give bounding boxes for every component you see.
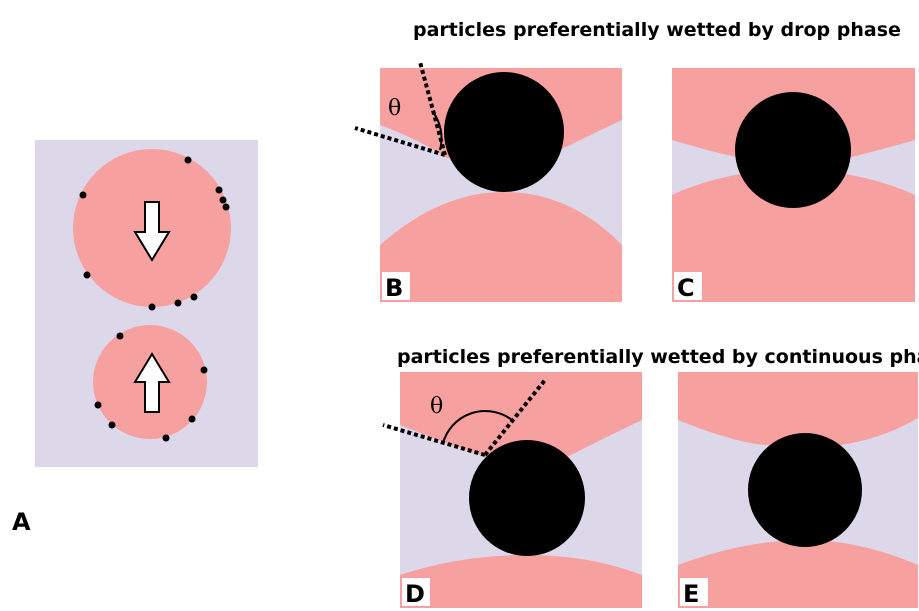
caption: particles preferentially wetted by drop … xyxy=(413,19,901,41)
caption: particles preferentially wetted by conti… xyxy=(397,346,919,368)
panel-label: B xyxy=(385,274,403,302)
arrow-up xyxy=(133,352,171,413)
particle xyxy=(469,440,585,556)
panel-label: A xyxy=(12,508,31,536)
theta: θ xyxy=(430,394,443,419)
panel-label: E xyxy=(683,580,699,608)
panel-c xyxy=(672,68,915,302)
particle xyxy=(748,433,862,547)
arrow-down xyxy=(133,201,171,262)
angle-arc xyxy=(442,410,513,444)
panel-label: D xyxy=(405,580,425,608)
panel-label: C xyxy=(677,274,695,302)
panel-b xyxy=(380,68,622,302)
theta: θ xyxy=(388,96,401,121)
particle xyxy=(735,92,851,208)
panel-e xyxy=(678,372,918,608)
contact-angle-lines xyxy=(382,378,547,457)
particle xyxy=(444,72,564,192)
particles xyxy=(79,156,230,442)
panel-a: A xyxy=(12,140,258,536)
panel-d xyxy=(400,372,642,608)
angle-arc xyxy=(432,111,443,151)
